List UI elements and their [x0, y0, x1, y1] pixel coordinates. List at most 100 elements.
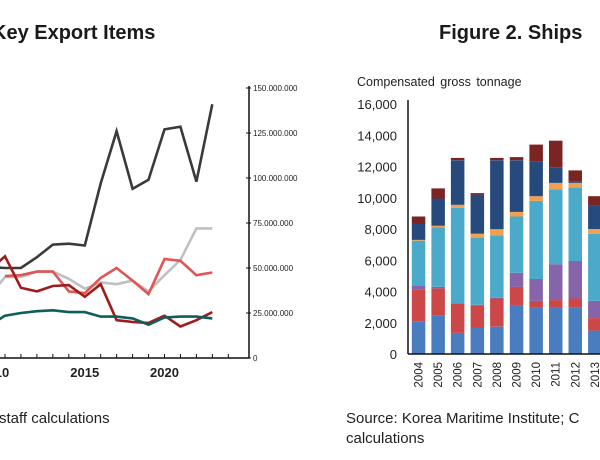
- left-y-tick-label: 0: [253, 354, 258, 363]
- bar-segment-series-5: [450, 204, 465, 208]
- bar-segment-series-7: [431, 188, 445, 199]
- left-x-tick-label: 10: [0, 365, 9, 380]
- bar-segment-series-2: [588, 318, 600, 331]
- right-y-tick-label: 0: [390, 347, 397, 362]
- bar-segment-series-1: [509, 305, 524, 354]
- bar-segment-series-1: [450, 332, 465, 354]
- bar-segment-series-4: [529, 200, 543, 279]
- right-y-tick-label: 16,000: [357, 97, 397, 112]
- bar-segment-series-6: [470, 194, 485, 234]
- bar-segment-series-5: [568, 182, 582, 188]
- line-series-teal: [0, 308, 213, 327]
- bar-segment-series-7: [450, 157, 465, 161]
- right-x-tick-label: 2009: [512, 362, 524, 388]
- left-y-tick-label: 50.000.000: [253, 264, 294, 273]
- bar-segment-series-6: [450, 160, 465, 205]
- bar-segment-series-3: [431, 286, 445, 289]
- bar-segment-series-6: [411, 223, 426, 240]
- bar-segment-series-1: [568, 307, 582, 354]
- bar-segment-series-1: [588, 330, 600, 354]
- bar-segment-series-5: [411, 239, 426, 241]
- left-y-tick-label: 125.000.000: [253, 129, 298, 138]
- bar-segment-series-7: [588, 196, 600, 206]
- right-x-tick-label: 2005: [433, 362, 445, 388]
- bar-segment-series-7: [509, 157, 524, 161]
- right-x-tick-label: 2007: [472, 362, 484, 388]
- right-x-tick-label: 2011: [551, 362, 563, 387]
- bar-segment-series-6: [568, 181, 582, 183]
- right-x-tick-label: 2006: [453, 362, 465, 388]
- bar-segment-series-2: [450, 304, 465, 333]
- bar-stack-2011: [549, 140, 563, 354]
- bar-segment-series-5: [490, 229, 504, 236]
- bar-segment-series-2: [509, 286, 524, 306]
- bar-segment-series-7: [470, 193, 485, 195]
- right-y-tick-label: 8,000: [364, 222, 397, 237]
- bar-segment-series-5: [588, 229, 600, 234]
- bar-segment-series-4: [470, 237, 485, 305]
- right-x-tick-label: 2010: [531, 362, 543, 388]
- right-chart-title: Figure 2. Ships: [439, 22, 583, 44]
- bar-segment-series-4: [490, 235, 504, 298]
- bar-stack-2012: [568, 170, 582, 354]
- bar-segment-series-5: [509, 211, 524, 217]
- bar-segment-series-2: [411, 289, 426, 322]
- right-y-tick-label: 14,000: [357, 128, 397, 143]
- left-y-tick-label: 100.000.000: [253, 174, 298, 183]
- right-stacked-bar-chart: 0 2,000 4,000 6,000 8,000 10,000 12,000 14,000 1…: [357, 97, 600, 388]
- bar-segment-series-2: [529, 300, 543, 308]
- bar-segment-series-6: [588, 205, 600, 229]
- bar-stack-2007: [470, 193, 485, 354]
- bar-segment-series-4: [509, 216, 524, 273]
- bar-segment-series-1: [470, 327, 485, 354]
- bar-segment-series-4: [549, 189, 563, 265]
- bar-segment-series-3: [568, 261, 582, 299]
- line-series-light-red: [4, 257, 213, 297]
- bar-segment-series-1: [529, 307, 543, 354]
- left-y-tick-label: 75.000.000: [253, 219, 294, 228]
- bar-segment-series-6: [509, 160, 524, 212]
- bar-stack-2008: [490, 157, 504, 354]
- bar-stack-2006: [450, 157, 465, 354]
- bar-segment-series-3: [529, 279, 543, 301]
- bar-segment-series-5: [431, 225, 445, 228]
- left-y-tick-label: 25.000.000: [253, 309, 294, 318]
- left-y-tick-label: 150.000.000: [253, 84, 298, 93]
- bar-segment-series-7: [411, 216, 426, 224]
- bar-segment-series-5: [549, 182, 563, 190]
- bar-segment-series-1: [411, 321, 426, 354]
- bar-segment-series-4: [588, 233, 600, 301]
- right-x-tick-label: 2004: [414, 361, 426, 387]
- bar-segment-series-6: [529, 161, 543, 197]
- bar-segment-series-6: [549, 167, 563, 183]
- bar-segment-series-3: [450, 303, 465, 304]
- left-line-chart: 10 2015 2020 150.000.000 125.000.000 100.000.…: [0, 84, 298, 380]
- left-x-tick-label: 2015: [70, 365, 99, 380]
- bar-segment-series-7: [490, 157, 504, 161]
- bar-segment-series-7: [529, 144, 543, 162]
- bar-segment-series-2: [549, 300, 563, 308]
- bar-segment-series-7: [568, 170, 582, 182]
- right-x-tick-label: 2013: [590, 362, 600, 388]
- bar-segment-series-3: [588, 300, 600, 319]
- bar-stack-2005: [431, 188, 445, 354]
- bar-segment-series-4: [411, 240, 426, 286]
- bar-segment-series-2: [431, 288, 445, 316]
- right-chart-y-axis-label: Compensated gross tonnage: [357, 75, 522, 89]
- right-x-tick-label: 2008: [492, 362, 504, 388]
- bar-segment-series-6: [431, 198, 445, 226]
- bar-segment-series-4: [568, 187, 582, 261]
- right-chart-source: Source: Korea Maritime Institute; C calc…: [346, 410, 580, 447]
- bar-segment-series-2: [470, 305, 485, 328]
- bar-stack-2009: [509, 157, 524, 354]
- right-x-tick-label: 2012: [570, 362, 582, 388]
- line-series-dark-gray: [0, 103, 214, 270]
- right-y-tick-label: 12,000: [357, 160, 397, 175]
- line-series-dark-red: [0, 254, 213, 328]
- right-y-tick-label: 4,000: [364, 285, 397, 300]
- bar-segment-series-6: [490, 160, 504, 230]
- bar-segment-series-2: [490, 298, 504, 327]
- bar-segment-series-3: [509, 272, 524, 287]
- left-x-tick-label: 2020: [150, 365, 179, 380]
- bar-segment-series-1: [431, 315, 445, 354]
